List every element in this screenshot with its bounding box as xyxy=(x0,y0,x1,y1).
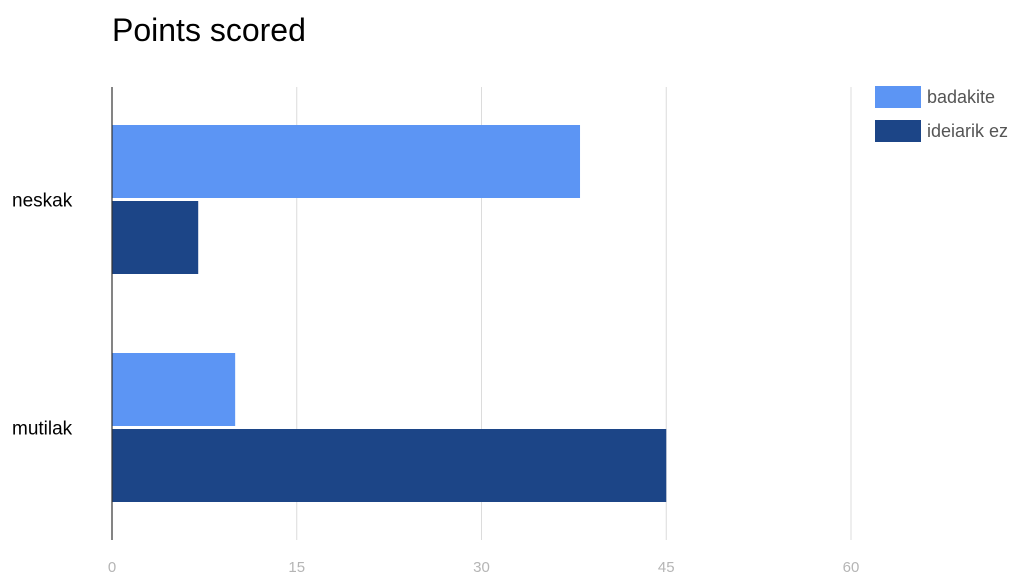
bars xyxy=(112,125,667,502)
bar-neskak-ideiarik-ez[interactable] xyxy=(112,201,199,274)
category-label: mutilak xyxy=(12,419,73,440)
bar-mutilak-ideiarik-ez[interactable] xyxy=(112,429,667,502)
category-label: neskak xyxy=(12,191,73,212)
x-tick-labels: 0 15 30 45 60 xyxy=(108,559,860,576)
legend-label: badakite xyxy=(927,87,995,107)
legend-swatch-badakite xyxy=(875,86,921,108)
x-tick-label: 30 xyxy=(473,559,490,576)
bar-mutilak-badakite[interactable] xyxy=(112,353,236,426)
legend-label: ideiarik ez xyxy=(927,121,1008,141)
x-tick-label: 60 xyxy=(843,559,860,576)
bar-neskak-badakite[interactable] xyxy=(112,125,581,198)
legend[interactable]: badakite ideiarik ez xyxy=(875,86,1008,142)
x-tick-label: 15 xyxy=(288,559,305,576)
legend-swatch-ideiarik-ez xyxy=(875,120,921,142)
x-tick-label: 45 xyxy=(658,559,675,576)
x-tick-label: 0 xyxy=(108,559,116,576)
chart-title: Points scored xyxy=(112,12,306,48)
category-labels: neskak mutilak xyxy=(12,191,73,440)
